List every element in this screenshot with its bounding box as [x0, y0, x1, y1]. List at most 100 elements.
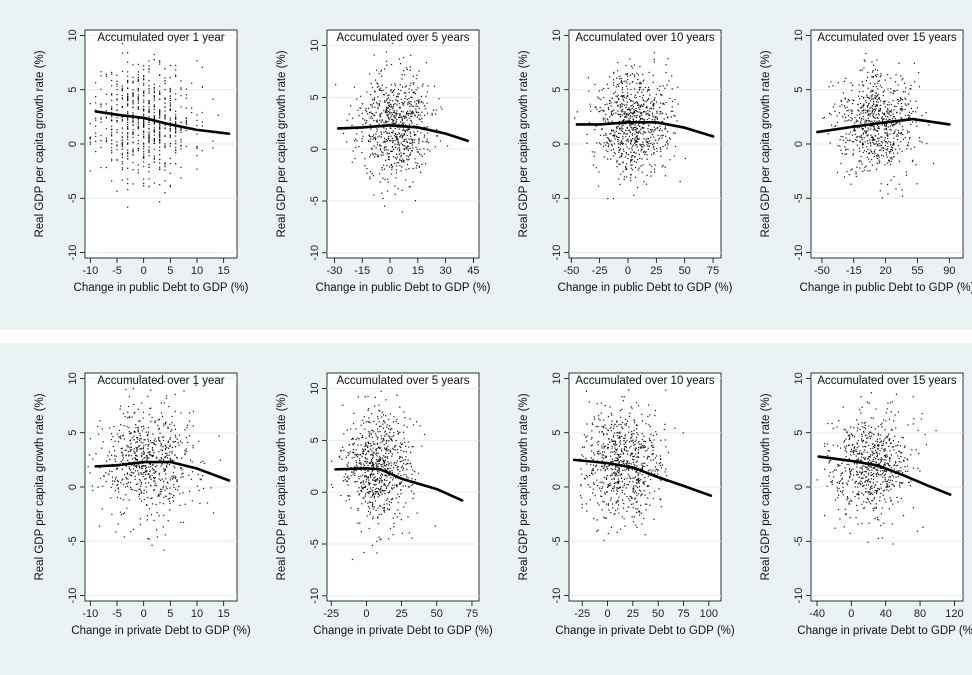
scatter-point [143, 101, 145, 103]
scatter-point [684, 157, 686, 160]
scatter-point [137, 106, 139, 108]
scatter-point [121, 455, 123, 457]
scatter-point [127, 103, 129, 105]
scatter-point [613, 477, 615, 479]
scatter-point [915, 121, 917, 123]
scatter-point [892, 99, 894, 102]
scatter-point [887, 134, 889, 136]
scatter-point [366, 91, 368, 93]
scatter-point [888, 161, 890, 163]
scatter-point [142, 448, 144, 450]
scatter-point [406, 476, 408, 478]
scatter-point [349, 451, 351, 453]
scatter-point [857, 109, 859, 111]
scatter-point [394, 484, 396, 486]
scatter-point [361, 503, 363, 505]
scatter-point [162, 485, 165, 487]
scatter-point [387, 138, 390, 140]
scatter-point [150, 442, 152, 444]
scatter-point [863, 149, 866, 152]
scatter-point [436, 135, 439, 137]
scatter-point [170, 477, 172, 479]
scatter-point [607, 197, 609, 200]
scatter-point [388, 418, 390, 421]
scatter-point [613, 72, 615, 74]
scatter-point [159, 146, 161, 148]
scatter-point [656, 150, 658, 152]
scatter-point [618, 151, 620, 153]
scatter-point [143, 76, 145, 78]
scatter-point [365, 445, 367, 447]
scatter-point [114, 490, 117, 492]
scatter-point [390, 103, 392, 106]
scatter-point [201, 125, 203, 127]
scatter-point [105, 103, 107, 105]
scatter-point [632, 123, 634, 125]
scatter-point [870, 121, 872, 123]
scatter-point [379, 144, 381, 146]
scatter-point [117, 441, 120, 443]
scatter-point [371, 104, 373, 106]
scatter-point [652, 446, 654, 448]
scatter-point [191, 461, 193, 463]
scatter-point [121, 452, 123, 454]
scatter-point [897, 98, 899, 101]
scatter-point [148, 149, 150, 151]
scatter-point [370, 128, 372, 130]
scatter-point [372, 479, 374, 481]
scatter-point [382, 414, 385, 416]
scatter-point [415, 110, 417, 112]
scatter-point [388, 501, 390, 503]
scatter-point [169, 130, 171, 132]
scatter-point [159, 74, 161, 76]
scatter-point [92, 489, 94, 492]
scatter-point [414, 479, 417, 481]
scatter-point [133, 448, 135, 450]
scatter-point [123, 483, 125, 486]
scatter-point [609, 133, 611, 135]
scatter-point [631, 133, 633, 135]
scatter-point [137, 429, 139, 431]
scatter-point [132, 528, 135, 530]
scatter-point [384, 475, 386, 477]
scatter-point [361, 487, 363, 489]
scatter-point [895, 112, 898, 114]
scatter-point [861, 95, 863, 98]
scatter-point [355, 460, 357, 462]
scatter-point [598, 142, 601, 144]
scatter-point [352, 451, 355, 454]
scatter-point [134, 489, 136, 492]
scatter-point [388, 156, 390, 159]
scatter-point [631, 134, 634, 136]
scatter-point [367, 491, 370, 493]
scatter-point [900, 107, 902, 110]
scatter-point [154, 482, 157, 484]
scatter-point [147, 431, 150, 433]
scatter-point [159, 93, 161, 95]
scatter-point [164, 114, 166, 116]
scatter-point [137, 147, 139, 149]
scatter-point [175, 98, 177, 101]
scatter-point [858, 147, 860, 149]
scatter-point [872, 139, 874, 142]
scatter-point [377, 107, 379, 110]
scatter-point [874, 97, 876, 99]
scatter-point [366, 488, 368, 490]
scatter-point [872, 105, 874, 107]
scatter-point [362, 123, 364, 126]
scatter-point [870, 100, 872, 102]
scatter-point [892, 116, 895, 118]
scatter-point [370, 473, 372, 475]
scatter-point [879, 104, 881, 106]
scatter-point [658, 129, 661, 132]
scatter-point [116, 117, 118, 119]
scatter-point [196, 485, 198, 487]
scatter-point [391, 100, 394, 102]
scatter-point [153, 108, 155, 111]
scatter-point [143, 153, 145, 155]
scatter-point [387, 449, 389, 451]
scatter-point [143, 84, 145, 86]
scatter-point [650, 154, 653, 156]
scatter-point [375, 465, 378, 467]
scatter-point [586, 133, 588, 136]
